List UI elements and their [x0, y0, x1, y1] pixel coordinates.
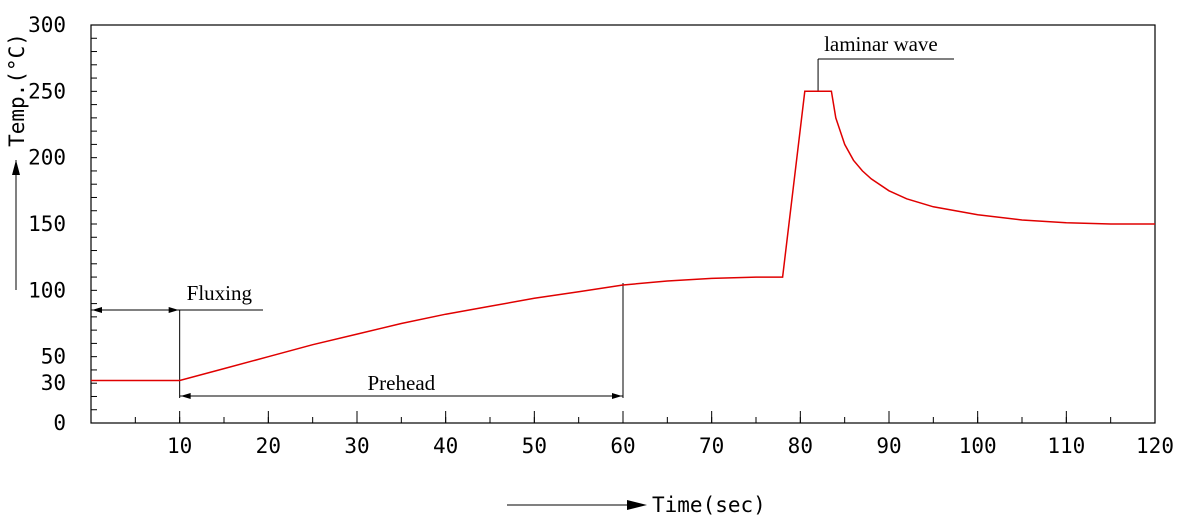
x-tick-label: 50: [522, 434, 547, 458]
y-tick-label: 30: [41, 371, 66, 395]
x-tick-label: 120: [1136, 434, 1174, 458]
axis-ticks: 10 20 30 40 50 60 70 80 90 100 110 1200305010015020…: [28, 13, 1174, 458]
x-axis-label-group: Time(sec): [507, 493, 766, 517]
y-tick-label: 200: [28, 146, 66, 170]
y-axis-label: Temp.(°C): [5, 33, 29, 147]
y-axis-arrow-icon: [12, 160, 20, 175]
x-tick-label: 60: [610, 434, 635, 458]
arrow-head-icon: [180, 393, 191, 399]
x-axis-arrow-icon: [627, 500, 647, 510]
x-tick-label: 20: [256, 434, 281, 458]
arrow-head-icon: [168, 307, 179, 313]
y-tick-label: 150: [28, 212, 66, 236]
x-tick-label: 70: [699, 434, 724, 458]
prehead-label: Prehead: [368, 371, 436, 395]
x-tick-label: 110: [1047, 434, 1085, 458]
annotations: Fluxing Prehead laminar wave: [91, 32, 954, 399]
x-tick-label: 10: [167, 434, 192, 458]
laminar-wave-label: laminar wave: [824, 32, 938, 56]
fluxing-label: Fluxing: [187, 281, 253, 305]
y-axis-label-group: Temp.(°C): [5, 33, 29, 290]
x-axis-label: Time(sec): [652, 493, 766, 517]
y-tick-label: 100: [28, 278, 66, 302]
y-tick-label: 300: [28, 13, 66, 37]
x-tick-label: 100: [959, 434, 997, 458]
y-tick-label: 50: [41, 345, 66, 369]
arrow-head-icon: [612, 393, 622, 399]
y-tick-label: 0: [53, 411, 66, 435]
x-tick-label: 80: [788, 434, 813, 458]
x-tick-label: 40: [433, 434, 458, 458]
x-tick-label: 30: [344, 434, 369, 458]
temperature-line: [91, 90, 1155, 382]
y-tick-label: 250: [28, 79, 66, 103]
arrow-head-icon: [92, 307, 102, 313]
x-tick-label: 90: [876, 434, 901, 458]
